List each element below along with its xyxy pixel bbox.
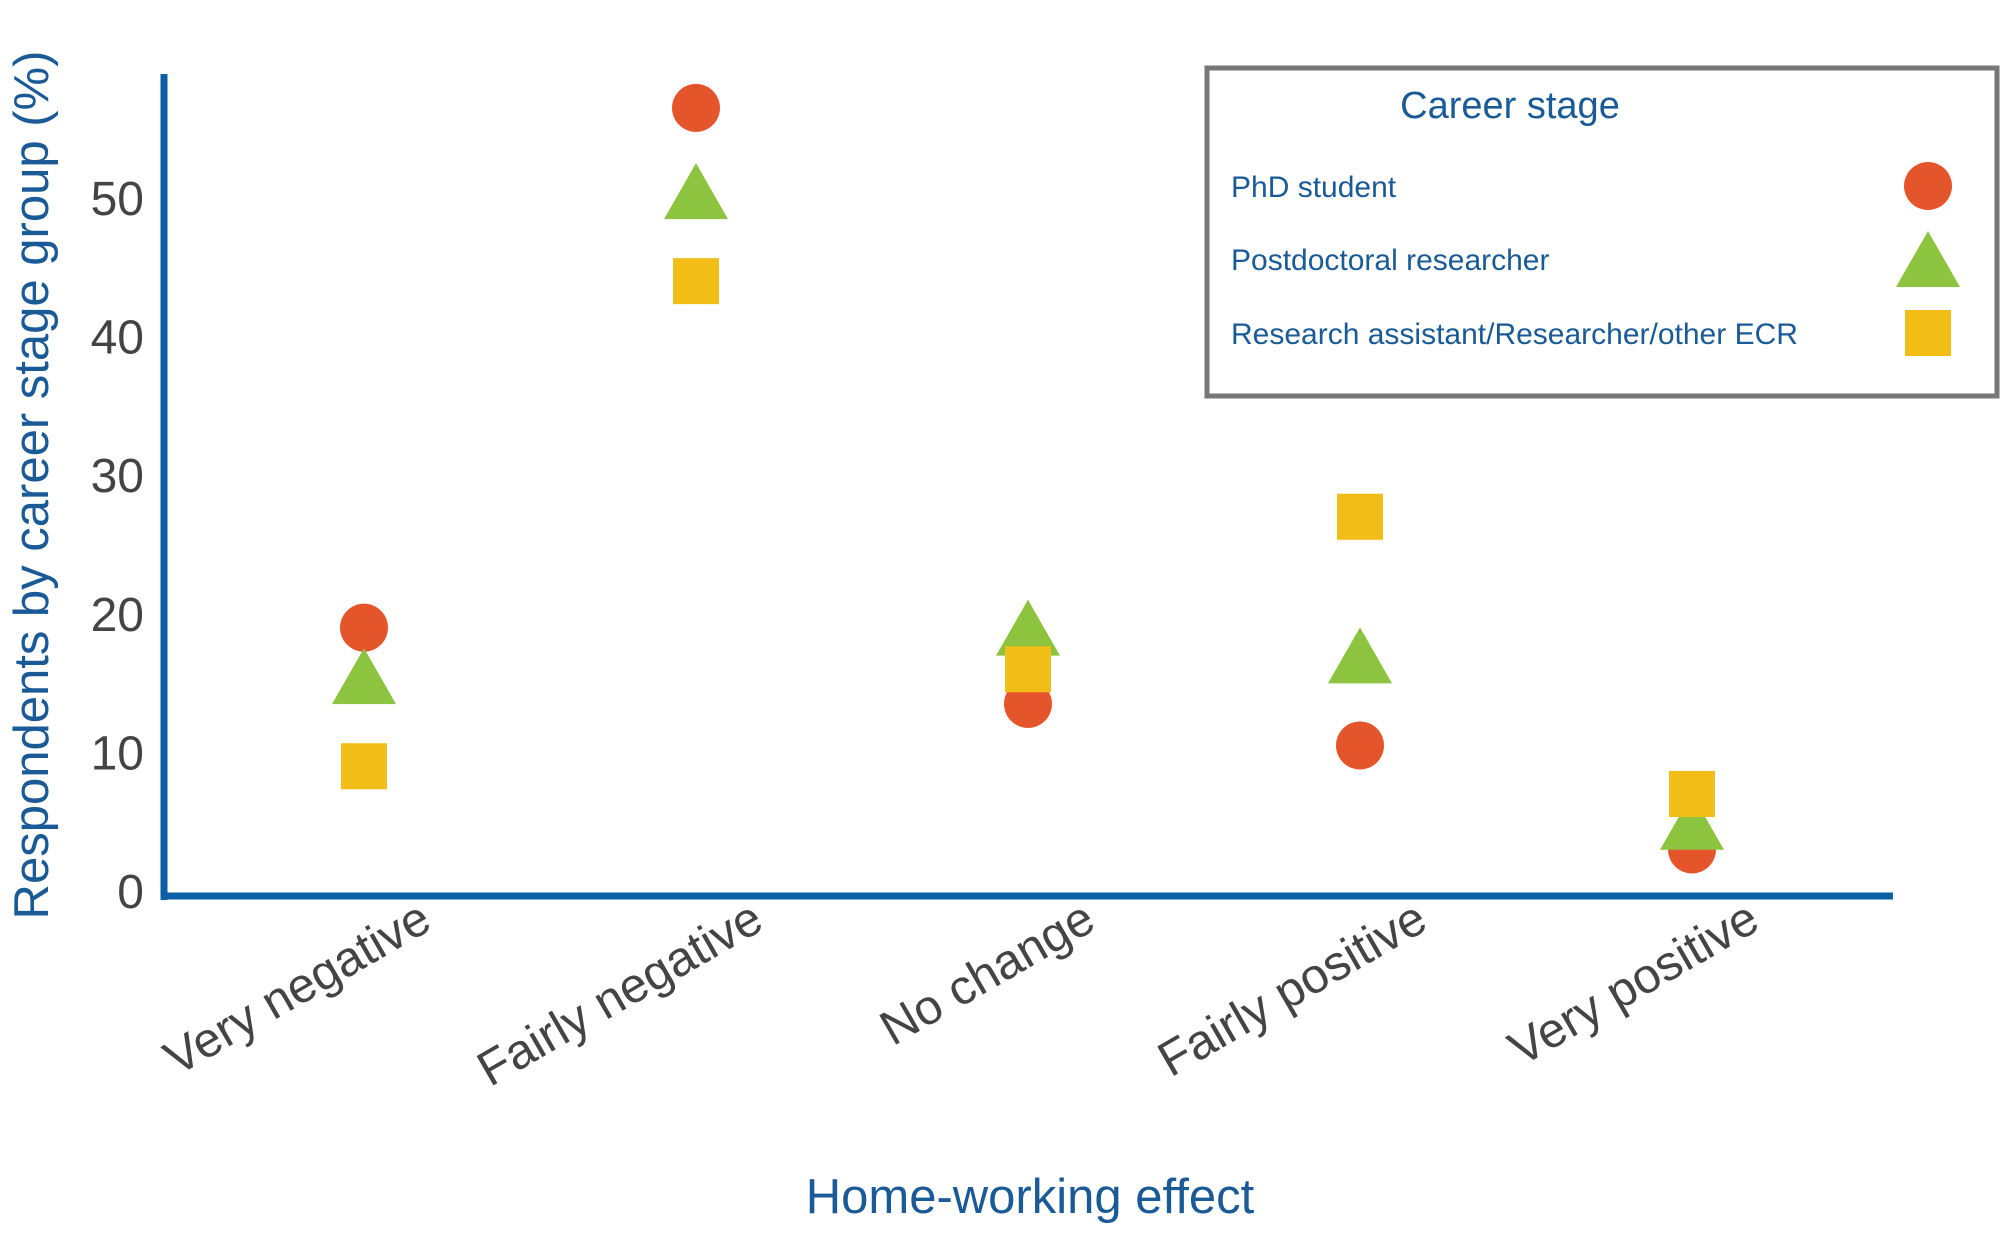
x-tick-label: Fairly positive xyxy=(1149,891,1435,1088)
y-axis-title: Respondents by career stage group (%) xyxy=(5,51,59,920)
research-assistant-point xyxy=(673,258,719,305)
x-tick-label: Very positive xyxy=(1500,891,1768,1077)
postdoc-point xyxy=(332,648,396,705)
y-tick-label: 10 xyxy=(91,727,144,780)
legend-square-marker xyxy=(1905,310,1951,356)
postdoc-point xyxy=(1328,627,1392,684)
y-tick-label: 50 xyxy=(91,173,144,226)
y-tick-labels: 0 10 20 30 40 50 xyxy=(91,173,144,919)
legend-label: Postdoctoral researcher xyxy=(1231,244,1550,277)
axes xyxy=(160,74,1893,900)
legend-title: Career stage xyxy=(1400,85,1620,127)
research-assistant-point xyxy=(1337,493,1383,540)
x-tick-label: No change xyxy=(871,891,1103,1056)
research-assistant-point xyxy=(1005,646,1051,693)
legend: Career stage PhD student Postdoctoral res… xyxy=(1204,65,2000,399)
legend-label: Research assistant/Researcher/other ECR xyxy=(1231,318,1798,351)
legend-circle-marker xyxy=(1904,162,1952,210)
y-tick-label: 30 xyxy=(91,450,144,503)
legend-label: PhD student xyxy=(1231,171,1397,204)
research-assistant-point xyxy=(1669,770,1715,817)
research-assistant-point xyxy=(341,743,387,790)
x-tick-labels: Very negative Fairly negative No change Fai… xyxy=(155,891,1767,1097)
legend-triangle-marker xyxy=(1896,231,1960,287)
y-tick-label: 0 xyxy=(117,866,144,919)
x-axis-title: Home-working effect xyxy=(806,1170,1255,1224)
y-tick-label: 40 xyxy=(91,312,144,365)
x-tick-label: Very negative xyxy=(155,891,439,1086)
phd-point xyxy=(672,83,720,132)
data-points xyxy=(332,83,1724,874)
phd-point xyxy=(340,603,388,652)
postdoc-point xyxy=(996,599,1060,656)
postdoc-point xyxy=(664,163,728,220)
legend-entries: PhD student Postdoctoral researcher Resear… xyxy=(1231,162,1960,356)
phd-point xyxy=(1336,721,1384,770)
legend-box xyxy=(1204,65,2000,399)
y-tick-label: 20 xyxy=(91,589,144,642)
postdoc-point xyxy=(1660,793,1724,850)
x-tick-label: Fairly negative xyxy=(469,891,772,1097)
